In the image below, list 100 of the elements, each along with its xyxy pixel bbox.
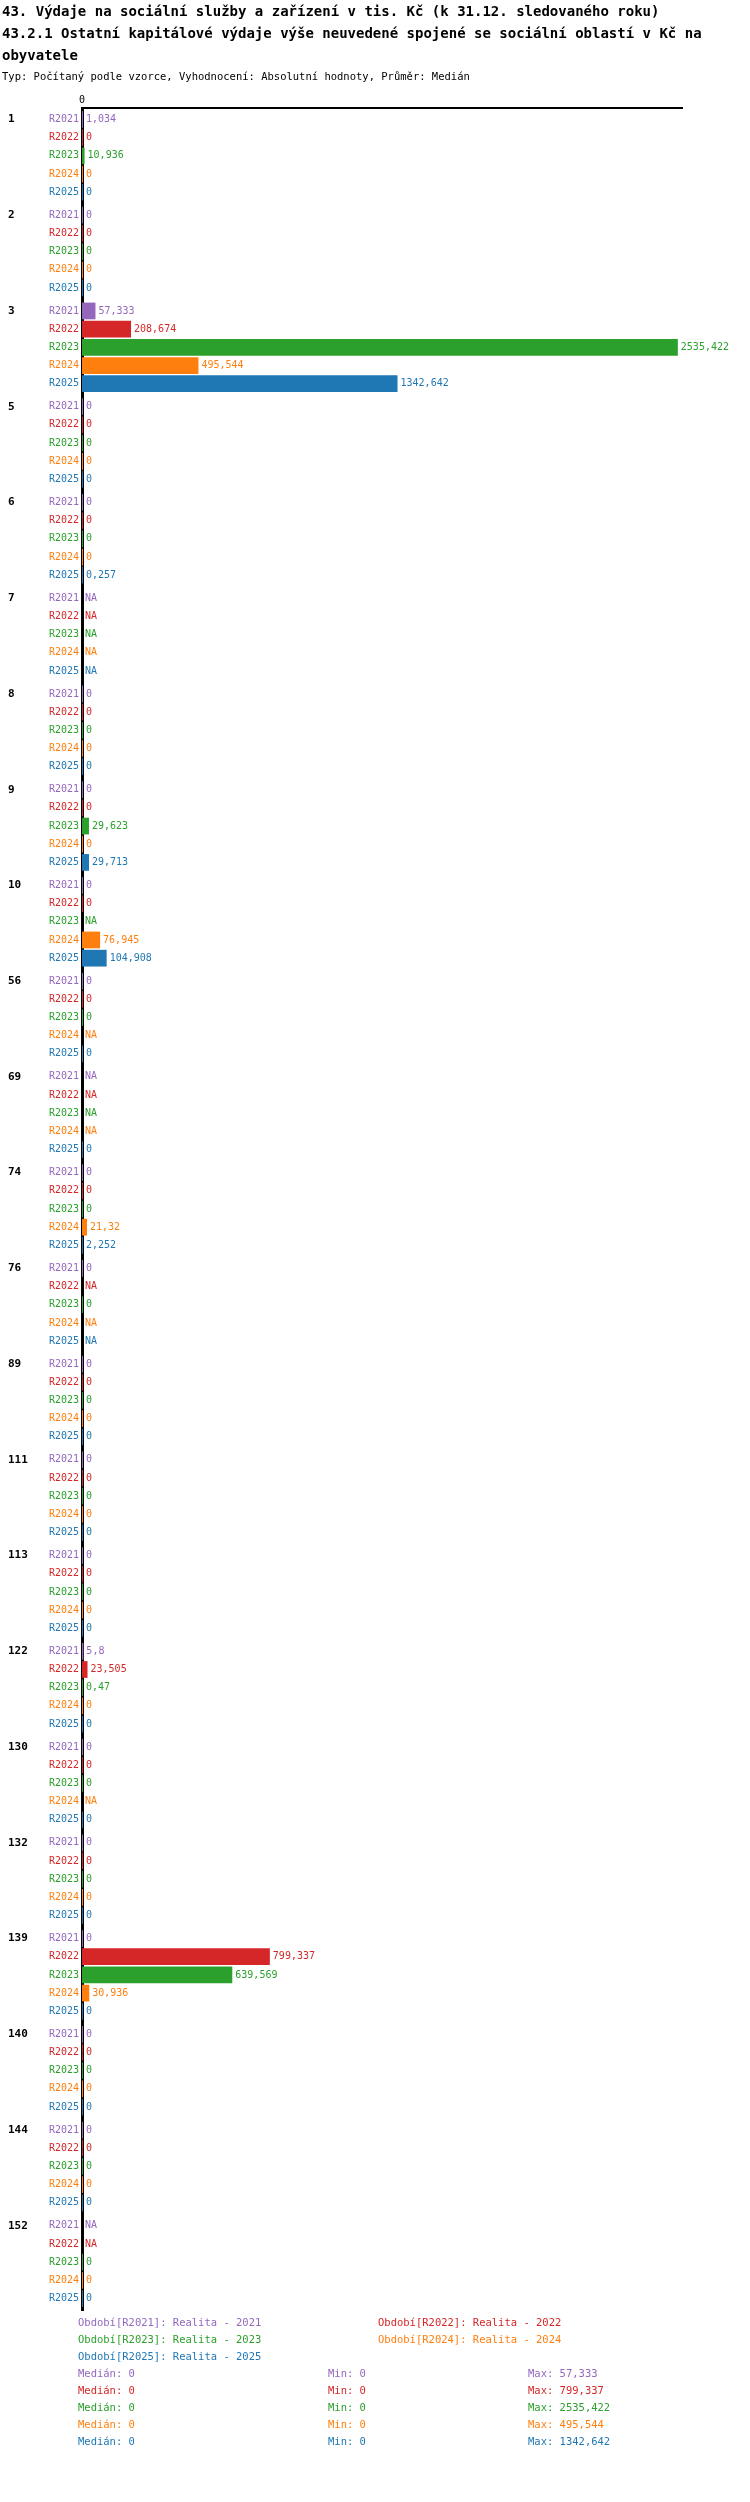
text: R2023 [48,819,79,831]
bar [82,949,107,967]
text: R2023 [48,1489,79,1501]
data-label: 0 [86,2178,93,2190]
text: R2025 [48,1909,79,1921]
text: R2024 [48,1508,79,1519]
text: R2024 [48,359,79,371]
data-label: 10,936 [87,149,124,161]
text: R2024 [48,550,79,562]
text: NA [85,609,98,621]
text: R2024 [48,167,79,179]
data-label: 0 [86,2064,93,2076]
text: R2022 [48,1280,79,1292]
data-label: 0 [86,1508,93,1519]
data-label: 0 [86,1813,93,1825]
text: R2022 [48,131,79,143]
text: R2021 [48,1070,79,1082]
text: R2021 [48,1932,79,1944]
y-tick-label: 3 [8,303,15,317]
text: R2024 [48,1412,79,1424]
text: R2025 [48,281,79,293]
text: Medián: 0 [78,2401,136,2413]
text: NA [85,664,98,676]
text: R2021 [48,1836,79,1848]
data-label: 29,713 [91,856,129,868]
text: R2021 [48,974,79,986]
data-label: 0 [86,742,93,754]
y-tick-label: 140 [8,2027,28,2041]
text: R2024 [48,1125,79,1137]
data-label: 57,333 [98,304,135,316]
text: R2023 [48,340,79,352]
y-tick-label: 8 [8,686,15,700]
text: R2022 [48,1663,79,1675]
text: R2022 [48,609,79,621]
text: R2023 [48,436,79,448]
bar [82,302,96,320]
chart-title: 43. Výdaje na sociální služby a zařízení v tis. Kč (k 31.12. sledovaného roku) [2,2,661,21]
text: R2023 [48,1968,79,1980]
data-label: 21,32 [90,1220,121,1232]
text: R2021 [48,113,79,125]
text: NA [85,1280,98,1292]
text: R2023 [48,1394,79,1406]
data-label: 0 [86,2255,93,2267]
y-tick-label: 152 [8,2218,28,2232]
text: Max: 2535,422 [528,2401,612,2413]
text: R2025 [48,1717,79,1729]
text: R2025 [48,951,79,963]
text: R2022 [48,897,79,909]
text: Max: 799,337 [528,2384,605,2396]
data-label: 0 [86,1357,93,1369]
text: NA [85,1316,98,1328]
text: R2024 [48,2082,79,2094]
text: R2025 [48,377,79,389]
text: R2024 [48,1316,79,1328]
y-tick-label: 76 [8,1261,22,1275]
data-label: 0 [86,418,93,430]
text: R2024 [48,1029,79,1041]
text: NA [85,591,98,603]
text: NA [85,1088,98,1100]
data-label: 0 [86,1758,93,1770]
text: R2021 [48,687,79,699]
y-tick-label: 132 [8,1835,28,1849]
text: R2024 [48,1603,79,1615]
data-label: 0 [86,705,93,717]
data-label: 0 [86,1585,93,1597]
text: R2024 [48,742,79,754]
y-tick-label: 130 [8,1739,28,1753]
text: R2025 [48,568,79,580]
data-label: 0 [86,1549,93,1561]
text: R2023 [48,1777,79,1789]
y-tick-label: 6 [8,495,15,509]
data-label: 0 [86,760,93,772]
text: R2025 [48,1143,79,1155]
data-label: 0 [86,131,93,143]
data-label: 0 [86,1011,93,1023]
bar [82,338,678,356]
data-label: 0 [86,2159,93,2171]
text: R2024 [48,1986,79,1998]
text: Medián: 0 [78,2367,136,2379]
data-label: 0 [86,550,93,562]
text: R2022 [48,1471,79,1483]
data-label: 0 [86,1526,93,1538]
text: R2022 [48,2141,79,2153]
text: R2023 [48,1106,79,1118]
text: Období[R2022]: Realita - 2022 [378,2316,563,2328]
text: Medián: 0 [78,2435,136,2447]
y-tick-label: 56 [8,974,22,987]
data-label: 0 [86,1699,93,1711]
text: R2021 [48,2123,79,2135]
y-tick-label: 69 [8,1069,22,1083]
text: R2021 [48,208,79,220]
text: R2023 [48,245,79,257]
data-label: 0 [86,1740,93,1752]
data-label: 0 [86,1430,93,1442]
text: R2021 [48,496,79,508]
data-label: 639,569 [235,1968,278,1980]
text: R2025 [48,2292,79,2304]
data-label: 0 [86,436,93,448]
data-label: 0 [86,1909,93,1921]
data-label: 0 [86,1567,93,1579]
